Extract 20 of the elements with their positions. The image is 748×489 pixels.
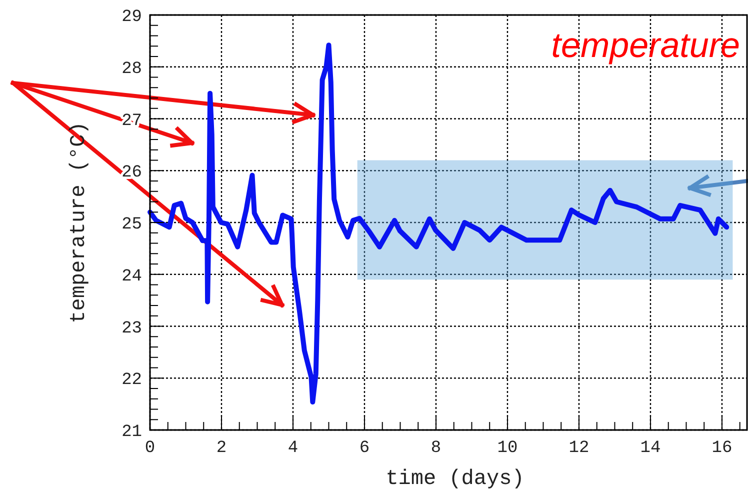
x-tick-label: 0 xyxy=(144,439,156,458)
x-tick-label: 14 xyxy=(640,439,661,458)
y-tick-label: 23 xyxy=(122,319,142,338)
x-tick-label: 12 xyxy=(568,439,590,458)
x-tick-label: 10 xyxy=(497,439,518,458)
y-tick-label: 29 xyxy=(122,8,142,27)
x-tick-label: 6 xyxy=(359,439,370,458)
y-tick-label: 22 xyxy=(122,371,142,390)
y-tick-label: 24 xyxy=(122,267,142,286)
x-tick-label: 2 xyxy=(216,439,227,458)
y-tick-label: 25 xyxy=(122,216,142,234)
y-tick-label: 26 xyxy=(122,164,142,183)
chart-title: temperature xyxy=(551,26,740,65)
y-axis-title: temperature (°C) xyxy=(68,122,91,324)
y-tick-label: 21 xyxy=(122,423,142,442)
x-axis-title: time (days) xyxy=(386,468,524,489)
y-tick-label: 28 xyxy=(122,60,142,79)
x-tick-label: 4 xyxy=(288,439,298,458)
x-tick-label: 8 xyxy=(430,439,442,458)
x-tick-label: 16 xyxy=(712,439,732,458)
